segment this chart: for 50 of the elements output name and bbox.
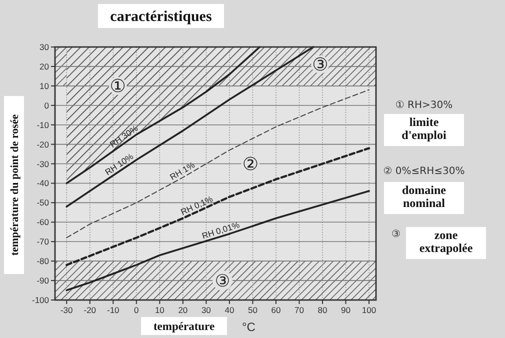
text: ③	[392, 229, 401, 240]
x-tick-label: 50	[248, 305, 258, 315]
chart-title: caractéristiques	[110, 9, 212, 25]
x-tick-label: 0	[134, 305, 140, 315]
line-series	[66, 147, 370, 266]
y-tick-label: -90	[36, 276, 50, 286]
line-series	[66, 46, 261, 184]
y-tick-label: 0	[44, 100, 50, 110]
y-tick-label: -70	[36, 236, 50, 247]
annotation: ②	[242, 154, 258, 175]
x-tick-label: -30	[60, 305, 74, 315]
text: domaine nominal	[402, 183, 447, 210]
x-tick-label: 30	[201, 305, 212, 315]
text: RH 30%	[108, 122, 140, 150]
y-tick-label: -80	[36, 256, 50, 266]
y-tick-label: 20	[40, 61, 50, 72]
text: RH 0,01%	[200, 219, 242, 241]
x-axis-title: température	[153, 321, 215, 333]
x-tick-label: 20	[178, 305, 188, 315]
x-tick-label: 70	[294, 305, 304, 315]
y-tick-label: -50	[36, 198, 50, 208]
x-tick-label: -10	[107, 305, 120, 315]
text: °C	[242, 320, 256, 334]
text: zone extrapolée	[419, 228, 474, 255]
text: limite d'emploi	[402, 115, 447, 142]
y-axis-title: température du point de rosée	[9, 114, 21, 256]
text: RH 10%	[103, 151, 136, 178]
y-tick-label: -60	[36, 217, 50, 228]
text: RH 0,1%	[179, 193, 215, 217]
x-tick-label: 90	[341, 305, 351, 315]
annotation: ①	[110, 76, 126, 97]
y-tick-label: -20	[36, 139, 50, 150]
text: RH 1%	[168, 160, 197, 182]
x-tick-label: -20	[84, 305, 96, 315]
y-tick-label: -30	[36, 158, 50, 169]
annotation: ③	[312, 54, 328, 76]
y-tick-label: -10	[36, 120, 50, 130]
x-tick-label: 10	[154, 305, 165, 315]
text: ② 0%≤RH≤30%	[383, 166, 465, 177]
line-series	[66, 190, 370, 292]
y-tick-label: -40	[36, 178, 50, 188]
x-tick-label: 80	[318, 305, 328, 315]
band-label: ③	[214, 272, 230, 292]
text: ① RH>30%	[395, 100, 453, 111]
x-tick-label: 60	[271, 305, 281, 315]
y-tick-label: 30	[40, 42, 50, 52]
x-tick-label: 40	[224, 305, 234, 315]
y-tick-label: 10	[40, 80, 50, 91]
x-tick-label: 100	[362, 305, 376, 315]
y-tick-label: -100	[32, 295, 50, 305]
